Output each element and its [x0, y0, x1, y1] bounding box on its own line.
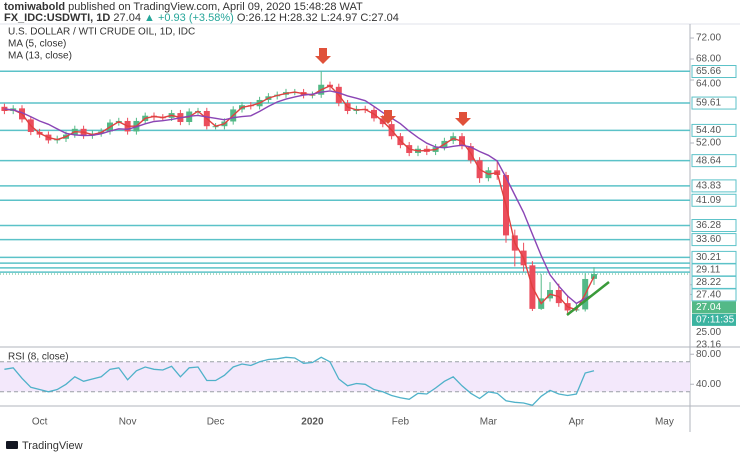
rsi-line	[4, 356, 595, 406]
level-label-box	[691, 288, 737, 302]
publish-line: tomiwabold published on TradingView.com,…	[4, 1, 363, 13]
level-label: 65.66	[696, 66, 721, 77]
last-label: 27.04	[696, 302, 721, 313]
logo-icon	[6, 441, 18, 449]
candle-body	[1, 106, 8, 111]
x-tick-label: May	[655, 417, 674, 428]
level-label-box	[691, 96, 737, 110]
level-label: 59.61	[696, 98, 721, 109]
legend-entry: MA (5, close)	[8, 39, 66, 50]
rsi-band	[0, 361, 690, 392]
author: tomiwabold	[4, 1, 65, 13]
price-label-box	[692, 313, 736, 326]
level-label-box	[691, 123, 737, 137]
published: published on TradingView.com, April 09, …	[68, 1, 363, 13]
level-label: 54.40	[696, 125, 721, 136]
rsi-legend: RSI (8, close)	[8, 352, 69, 363]
annotations	[315, 48, 610, 316]
level-label-box	[691, 219, 737, 233]
brand: TradingView	[22, 440, 83, 452]
x-tick-label: Dec	[207, 417, 225, 428]
x-tick-label: Feb	[392, 417, 410, 428]
chart-title: U.S. DOLLAR / WTI CRUDE OIL, 1D, IDC	[8, 27, 195, 38]
level-label: 43.83	[696, 181, 721, 192]
last-quote: 27.04	[113, 12, 141, 24]
tick-label: 25.00	[696, 327, 721, 338]
quote-line: FX_IDC:USDWTI, 1D 27.04 ▲ +0.93 (+3.58%)…	[4, 12, 399, 24]
x-tick-label: 2020	[301, 417, 324, 428]
level-label: 33.60	[696, 234, 721, 245]
candle-body	[591, 274, 597, 279]
tick-label: 23.16	[696, 340, 721, 351]
level-label: 29.11	[696, 265, 721, 276]
x-tick-label: Oct	[32, 417, 48, 428]
logo: TradingView	[6, 440, 83, 452]
symbol: FX_IDC:USDWTI, 1D	[4, 12, 110, 24]
count-label: 07:11:35	[696, 315, 735, 326]
level-label-box	[691, 154, 737, 168]
level-label: 30.21	[696, 252, 721, 263]
level-label: 36.28	[696, 220, 721, 231]
ma-line	[4, 84, 595, 311]
ma-line	[4, 90, 595, 305]
arrow	[455, 112, 471, 126]
moving-averages	[4, 84, 595, 311]
level-label: 27.40	[696, 290, 721, 301]
x-tick-label: Mar	[480, 417, 498, 428]
x-tick-label: Nov	[119, 417, 137, 428]
arrow	[315, 48, 331, 64]
change: ▲ +0.93 (+3.58%)	[144, 12, 234, 24]
tick-label: 64.00	[696, 79, 721, 90]
level-label: 41.09	[696, 195, 721, 206]
price-label-box	[692, 301, 736, 314]
level-label: 28.22	[696, 277, 721, 288]
level-label-box	[691, 193, 737, 207]
x-tick-label: Apr	[569, 417, 585, 428]
tick-label: 72.00	[696, 33, 721, 44]
legend-entry: MA (13, close)	[8, 51, 72, 62]
trendline	[566, 281, 610, 316]
tick-label: 68.00	[696, 54, 721, 65]
level-label-box	[691, 65, 737, 79]
tick-label: 52.00	[696, 138, 721, 149]
ohlc: O:26.12 H:28.32 L:24.97 C:27.04	[237, 12, 399, 24]
rsi-pane	[0, 356, 690, 406]
level-label: 48.64	[696, 155, 721, 166]
rsi-tick-label: 80.00	[696, 349, 721, 360]
arrow	[380, 110, 396, 124]
level-label-box	[691, 179, 737, 193]
rsi-tick-label: 40.00	[696, 379, 721, 390]
level-label-box	[691, 233, 737, 247]
